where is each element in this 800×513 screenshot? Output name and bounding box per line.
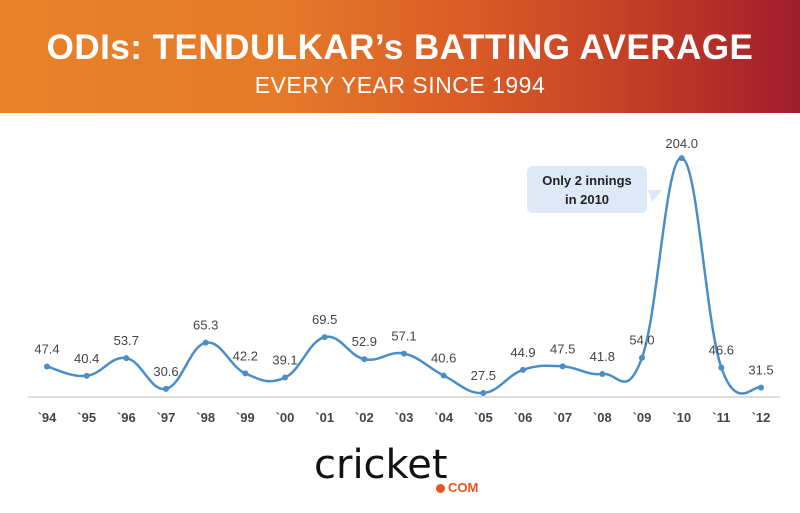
x-tick-label: `03: [395, 410, 414, 425]
data-point: [401, 350, 407, 357]
x-tick-label: `10: [672, 410, 691, 425]
data-label: 44.9: [510, 345, 535, 360]
x-tick-label: `05: [474, 410, 493, 425]
data-label: 40.6: [431, 351, 456, 366]
line-chart: 47.4 `94 40.4 `95 53.7 `96 30.6 `97 65.3 `98 42.2 `…: [28, 136, 780, 425]
data-point: [678, 155, 685, 162]
x-tick-label: `94: [38, 410, 58, 425]
data-point: [559, 363, 566, 370]
x-tick-label: `98: [196, 410, 215, 425]
x-tick-label: `99: [236, 410, 255, 425]
data-label: 39.1: [272, 353, 297, 368]
data-label: 46.6: [709, 343, 734, 358]
x-tick-label: `11: [712, 410, 730, 425]
annotation-line2: in 2010: [564, 192, 610, 207]
data-point: [599, 370, 606, 377]
x-tick-label: `12: [752, 410, 771, 425]
data-point: [520, 366, 526, 373]
data-point: [639, 354, 645, 361]
data-point: [242, 370, 249, 377]
data-label: 54.0: [629, 333, 654, 348]
cricket-com-logo: cricket COM: [314, 442, 494, 498]
x-tick-label: `97: [157, 410, 176, 425]
data-point: [361, 356, 368, 363]
data-label: 69.5: [312, 312, 337, 327]
data-label: 47.4: [34, 342, 59, 357]
data-point: [44, 363, 50, 370]
data-label: 27.5: [471, 368, 496, 383]
annotation-line1: Only 2 innings: [542, 173, 632, 188]
annotation-callout: Only 2 innings in 2010: [527, 166, 647, 213]
data-point: [163, 385, 169, 392]
data-label: 65.3: [193, 318, 218, 333]
callout-pointer: [648, 190, 662, 202]
x-tick-label: `06: [514, 410, 533, 425]
logo-suffix: COM: [436, 480, 478, 495]
data-label: 41.8: [590, 349, 615, 364]
data-point: [321, 334, 328, 341]
series-line: [46, 156, 762, 395]
x-tick-label: `08: [593, 410, 612, 425]
x-tick-label: `96: [117, 410, 136, 425]
chart-subtitle: EVERY YEAR SINCE 1994: [254, 72, 546, 98]
chart-title: ODIs: TENDULKAR’s BATTING AVERAGE: [46, 28, 754, 67]
x-tick-label: `00: [276, 410, 295, 425]
data-label: 42.2: [233, 348, 258, 363]
data-label: 53.7: [114, 333, 139, 348]
x-tick-label: `95: [77, 410, 96, 425]
data-point: [718, 364, 725, 371]
x-tick-label: `09: [633, 410, 652, 425]
x-tick-label: `01: [315, 410, 334, 425]
x-tick-label: `07: [553, 410, 572, 425]
data-label: 40.4: [74, 351, 99, 366]
data-point: [83, 372, 90, 379]
data-label: 30.6: [153, 364, 178, 379]
data-point: [440, 372, 447, 379]
data-point: [202, 339, 209, 346]
header-banner: ODIs: TENDULKAR’s BATTING AVERAGE EVERY …: [0, 0, 800, 113]
data-point: [282, 374, 288, 381]
data-label: 47.5: [550, 341, 575, 356]
x-tick-label: `04: [434, 410, 454, 425]
data-label: 52.9: [352, 334, 377, 349]
data-point: [480, 389, 487, 396]
x-tick-label: `02: [355, 410, 374, 425]
data-point: [123, 355, 130, 362]
data-label: 57.1: [391, 329, 416, 344]
logo-text: cricket: [314, 442, 448, 488]
data-label: 204.0: [665, 136, 698, 151]
data-point: [758, 384, 764, 391]
data-label: 31.5: [748, 363, 773, 378]
